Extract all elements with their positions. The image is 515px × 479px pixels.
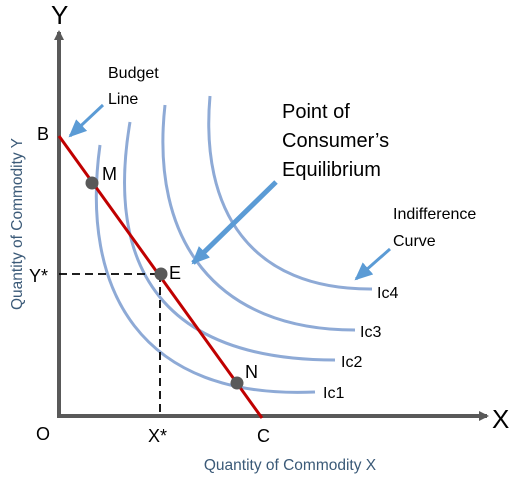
indifference-curve-ic4 <box>207 95 373 291</box>
indifference-curve-ic1 <box>94 144 316 394</box>
y-axis-title: Quantity of Commodity Y <box>9 138 26 310</box>
point-n-label: N <box>245 362 258 382</box>
indifference-curve-ic3 <box>161 104 356 332</box>
point-c-label: C <box>257 426 270 446</box>
ic1-label: Ic1 <box>323 385 344 402</box>
y-axis-letter: Y <box>51 0 68 30</box>
ic4-label: Ic4 <box>377 285 398 302</box>
point-b-label: B <box>37 124 49 144</box>
x-axis-title: Quantity of Commodity X <box>204 457 377 474</box>
point-e-label: E <box>169 263 181 283</box>
indifference-curve-arrow <box>354 247 391 281</box>
ic2-label: Ic2 <box>341 354 362 371</box>
y-star-label: Y* <box>29 266 48 286</box>
indifference-label-line2: Curve <box>393 233 436 250</box>
origin-label: O <box>36 424 50 444</box>
indifference-curve-ic2 <box>123 121 336 362</box>
budget-line-arrow <box>68 103 105 138</box>
point-m-label: M <box>102 164 117 184</box>
equilibrium-label-line2: Consumer’s <box>282 130 389 152</box>
x-star-label: X* <box>148 426 167 446</box>
budget-line-label-line2: Line <box>108 91 138 108</box>
x-axis-letter: X <box>492 404 509 434</box>
budget-line-label-line1: Budget <box>108 65 159 82</box>
indifference-label-line1: Indifference <box>393 206 476 223</box>
equilibrium-label-line1: Point of <box>282 101 350 123</box>
point-m-marker <box>85 176 99 190</box>
equilibrium-label-line3: Equilibrium <box>282 159 381 181</box>
point-e-marker <box>154 267 168 281</box>
equilibrium-arrow <box>191 180 278 265</box>
point-n-marker <box>230 376 244 390</box>
ic3-label: Ic3 <box>360 324 381 341</box>
